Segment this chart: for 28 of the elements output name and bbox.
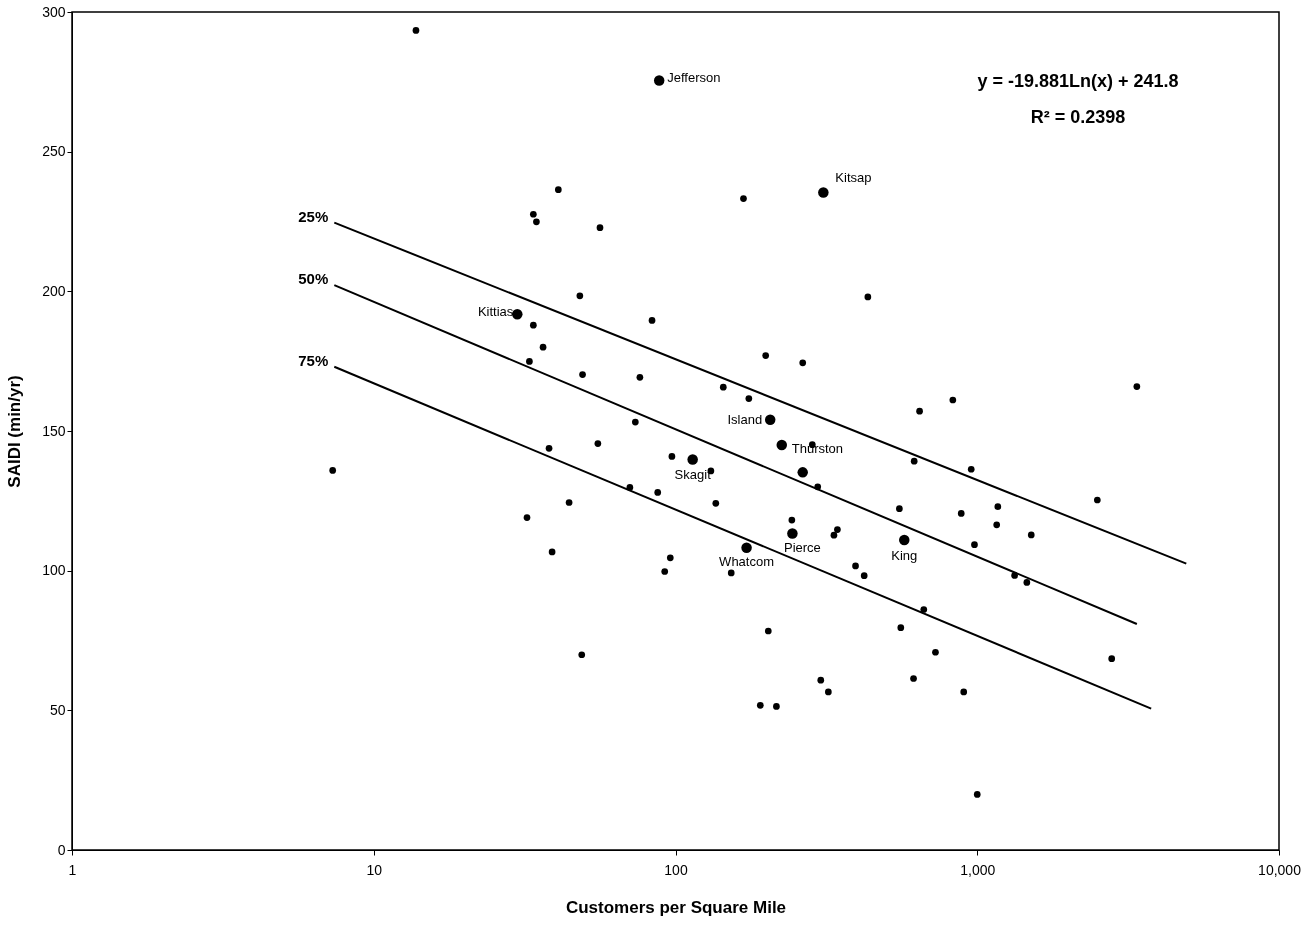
y-tick-label: 250 (42, 143, 66, 160)
data-label: Island (727, 411, 763, 427)
y-tick-label: 50 (49, 701, 66, 718)
data-label: Thurston (791, 440, 844, 456)
data-label: Skagit (674, 467, 712, 483)
data-label: Kitsap (835, 170, 872, 186)
y-tick-label: 100 (42, 562, 66, 579)
y-tick-label: 0 (57, 841, 66, 858)
x-tick-label: 100 (664, 861, 688, 878)
data-label: Pierce (783, 539, 821, 555)
x-tick-label: 1,000 (960, 861, 996, 878)
series-label: 75% (298, 351, 329, 369)
x-tick-label: 10 (366, 861, 383, 878)
y-tick-label: 200 (42, 282, 66, 299)
data-label: Whatcom (719, 553, 775, 569)
x-tick-label: 10,000 (1258, 861, 1302, 878)
y-axis-title: SAIDI (min/yr) (5, 375, 25, 488)
x-tick-label: 1 (68, 861, 77, 878)
series-label: 50% (298, 270, 329, 288)
annotation: y = -19.881Ln(x) + 241.8 (977, 71, 1179, 91)
x-axis-title: Customers per Square Mile (565, 897, 787, 917)
series-label: 25% (298, 207, 329, 225)
data-label: Kittias (477, 304, 514, 320)
y-tick-label: 300 (42, 3, 66, 20)
data-label: Jefferson (667, 70, 721, 86)
y-tick-label: 150 (42, 422, 66, 439)
annotation: R² = 0.2398 (1030, 107, 1126, 127)
data-label: King (891, 547, 918, 563)
